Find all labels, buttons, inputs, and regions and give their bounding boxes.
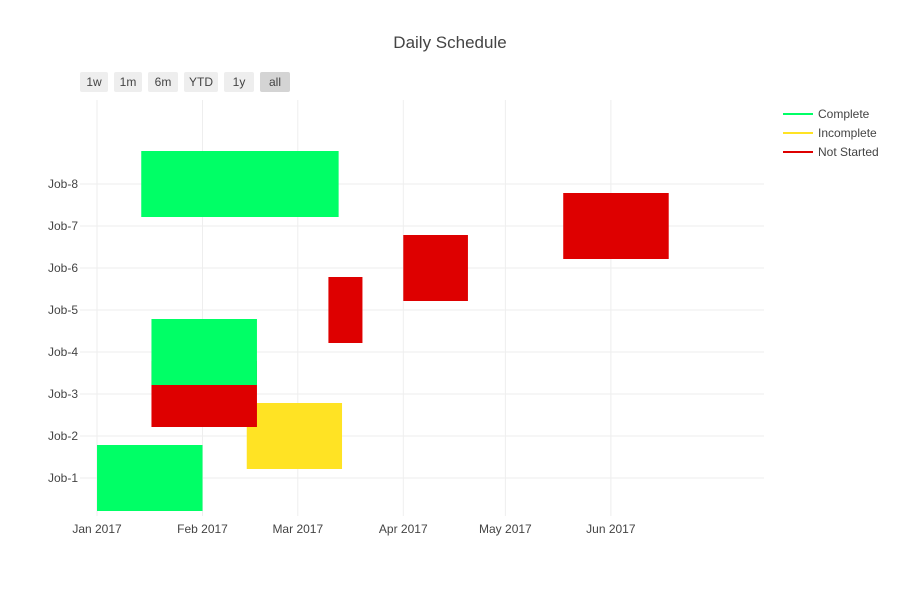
y-tick-label: Job-7 (48, 219, 78, 233)
y-tick-label: Job-8 (48, 177, 78, 191)
x-tick-label: Feb 2017 (177, 522, 228, 536)
task-bar-job-1 (97, 445, 203, 511)
task-bar-job-8 (141, 151, 339, 217)
task-bar-job-7 (563, 193, 669, 259)
task-bar-job-2 (246, 403, 343, 469)
chart-title: Daily Schedule (393, 33, 507, 52)
y-tick-label: Job-6 (48, 261, 78, 275)
range-button-1y[interactable]: 1y (224, 72, 254, 92)
y-tick-label: Job-1 (48, 471, 78, 485)
legend-label: Complete (818, 107, 870, 121)
range-button-6m[interactable]: 6m (148, 72, 178, 92)
x-tick-label: Jan 2017 (72, 522, 122, 536)
x-tick-label: Mar 2017 (272, 522, 323, 536)
task-bar-job-4 (151, 319, 257, 385)
x-tick-label: Apr 2017 (379, 522, 428, 536)
x-tick-label: May 2017 (479, 522, 532, 536)
range-button-all[interactable]: all (260, 72, 290, 92)
range-button-1m[interactable]: 1m (114, 72, 142, 92)
x-tick-label: Jun 2017 (586, 522, 636, 536)
legend-label: Not Started (818, 145, 879, 159)
task-bar-job-6 (403, 235, 468, 301)
y-tick-label: Job-2 (48, 429, 78, 443)
y-tick-label: Job-4 (48, 345, 78, 359)
legend-label: Incomplete (818, 126, 877, 140)
y-tick-label: Job-5 (48, 303, 78, 317)
task-bar-job-5 (328, 277, 363, 343)
range-button-ytd[interactable]: YTD (184, 72, 218, 92)
y-tick-label: Job-3 (48, 387, 78, 401)
range-button-1w[interactable]: 1w (80, 72, 108, 92)
